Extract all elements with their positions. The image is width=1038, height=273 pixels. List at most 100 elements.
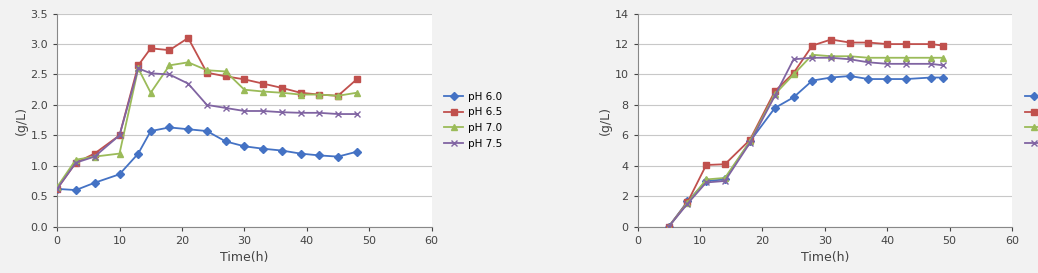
pH 6.5	[700, 163, 712, 167]
pH 6.5	[70, 161, 82, 164]
pH 7.5	[200, 103, 213, 106]
pH 7.0	[275, 91, 288, 94]
pH 7.5	[182, 82, 194, 85]
pH 6.0	[807, 79, 819, 82]
pH 6.5	[718, 163, 731, 166]
pH 7.5	[863, 61, 875, 64]
pH 7.5	[238, 109, 250, 113]
pH 7.5	[295, 111, 307, 114]
pH 7.0	[219, 70, 231, 73]
pH 7.0	[825, 55, 838, 58]
pH 7.0	[863, 56, 875, 60]
pH 7.0	[900, 56, 912, 60]
pH 6.0	[937, 76, 950, 79]
pH 6.0	[718, 178, 731, 181]
pH 6.5	[351, 78, 363, 81]
pH 7.5	[807, 56, 819, 60]
pH 7.5	[351, 112, 363, 116]
pH 7.5	[718, 179, 731, 183]
Line: pH 6.0: pH 6.0	[666, 73, 947, 229]
pH 7.0	[238, 88, 250, 91]
pH 7.0	[662, 225, 675, 228]
pH 6.5	[275, 86, 288, 90]
pH 7.5	[70, 161, 82, 164]
pH 7.5	[662, 225, 675, 228]
pH 7.0	[769, 93, 782, 96]
pH 7.5	[275, 111, 288, 114]
pH 7.0	[313, 93, 326, 96]
pH 7.5	[881, 62, 894, 66]
pH 7.0	[144, 91, 157, 94]
pH 6.0	[900, 78, 912, 81]
pH 6.0	[88, 181, 101, 185]
Legend: pH 6.0, pH 6.5, pH 7.0, pH 7.5: pH 6.0, pH 6.5, pH 7.0, pH 7.5	[444, 91, 502, 149]
pH 6.0	[113, 173, 126, 176]
pH 6.5	[88, 152, 101, 155]
pH 7.5	[900, 62, 912, 66]
pH 6.5	[825, 38, 838, 41]
Y-axis label: (g/L): (g/L)	[599, 106, 611, 135]
pH 6.5	[200, 71, 213, 74]
pH 7.0	[88, 155, 101, 158]
pH 7.5	[743, 141, 756, 145]
Y-axis label: (g/L): (g/L)	[15, 106, 28, 135]
pH 6.5	[332, 94, 345, 97]
pH 7.5	[313, 111, 326, 114]
pH 6.5	[900, 42, 912, 46]
pH 6.5	[313, 93, 326, 96]
pH 6.0	[332, 155, 345, 158]
pH 7.5	[700, 181, 712, 184]
pH 6.5	[163, 49, 175, 52]
pH 7.5	[163, 73, 175, 76]
pH 7.0	[925, 56, 937, 60]
Line: pH 6.0: pH 6.0	[54, 125, 359, 193]
pH 7.5	[144, 72, 157, 75]
pH 6.0	[219, 140, 231, 143]
pH 7.0	[182, 61, 194, 64]
pH 7.5	[825, 56, 838, 60]
pH 6.5	[256, 82, 269, 85]
X-axis label: Time(h): Time(h)	[220, 251, 269, 264]
pH 6.0	[881, 78, 894, 81]
pH 7.0	[256, 90, 269, 93]
pH 6.0	[51, 187, 63, 191]
pH 6.0	[163, 126, 175, 129]
pH 6.5	[144, 47, 157, 50]
Line: pH 7.0: pH 7.0	[666, 52, 947, 229]
pH 7.5	[788, 58, 800, 61]
pH 6.0	[295, 152, 307, 155]
pH 6.0	[256, 147, 269, 150]
pH 6.0	[313, 154, 326, 157]
pH 7.5	[219, 106, 231, 109]
pH 7.5	[681, 202, 693, 205]
pH 6.5	[51, 187, 63, 191]
pH 6.5	[219, 75, 231, 78]
pH 6.0	[662, 225, 675, 228]
pH 6.5	[662, 225, 675, 228]
pH 6.5	[863, 41, 875, 44]
pH 7.5	[769, 94, 782, 97]
pH 6.0	[351, 150, 363, 153]
pH 7.0	[718, 176, 731, 180]
pH 7.0	[743, 140, 756, 143]
pH 6.5	[743, 138, 756, 141]
pH 6.0	[825, 76, 838, 79]
pH 7.0	[937, 56, 950, 60]
pH 6.5	[113, 134, 126, 137]
pH 7.5	[844, 58, 856, 61]
pH 7.0	[200, 69, 213, 72]
pH 6.0	[788, 96, 800, 99]
pH 7.0	[700, 178, 712, 181]
pH 6.0	[200, 129, 213, 133]
pH 7.0	[132, 67, 144, 70]
pH 7.5	[925, 62, 937, 66]
pH 7.0	[788, 73, 800, 76]
Line: pH 7.0: pH 7.0	[54, 60, 359, 190]
pH 6.0	[70, 188, 82, 192]
pH 6.0	[275, 149, 288, 152]
pH 6.5	[295, 91, 307, 94]
pH 6.0	[700, 179, 712, 183]
pH 6.0	[769, 106, 782, 109]
pH 7.5	[88, 155, 101, 158]
pH 6.5	[132, 64, 144, 67]
